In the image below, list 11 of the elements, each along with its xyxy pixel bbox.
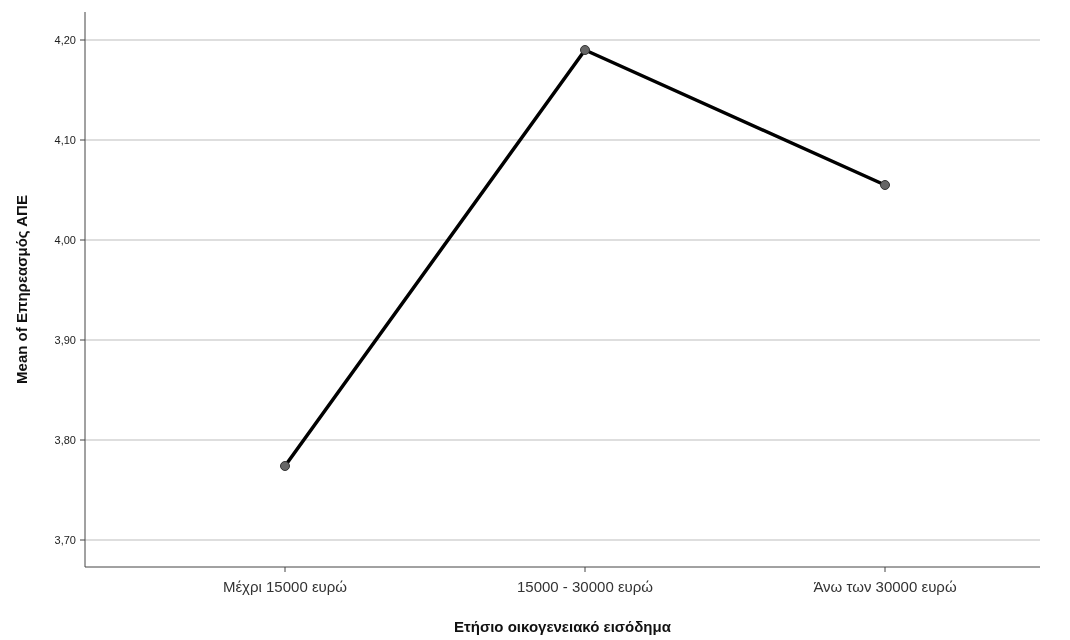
y-tick-label: 3,90 [54,333,76,346]
y-tick-label: 4,00 [54,233,76,246]
y-tick-label: 3,80 [54,433,76,446]
y-tick-label: 4,10 [54,133,76,146]
x-tick-label: Άνω των 30000 ευρώ [813,578,957,595]
x-tick-label: Μέχρι 15000 ευρώ [222,578,348,595]
y-tick-label: 3,70 [54,533,76,546]
x-tick-label: 15000 - 30000 ευρώ [516,578,654,595]
x-axis-title: Ετήσιο οικογενειακό εισόδημα [454,618,672,635]
y-tick-label: 4,20 [54,33,76,46]
y-axis-title: Mean of Επηρεασμός ΑΠΕ [13,195,30,384]
